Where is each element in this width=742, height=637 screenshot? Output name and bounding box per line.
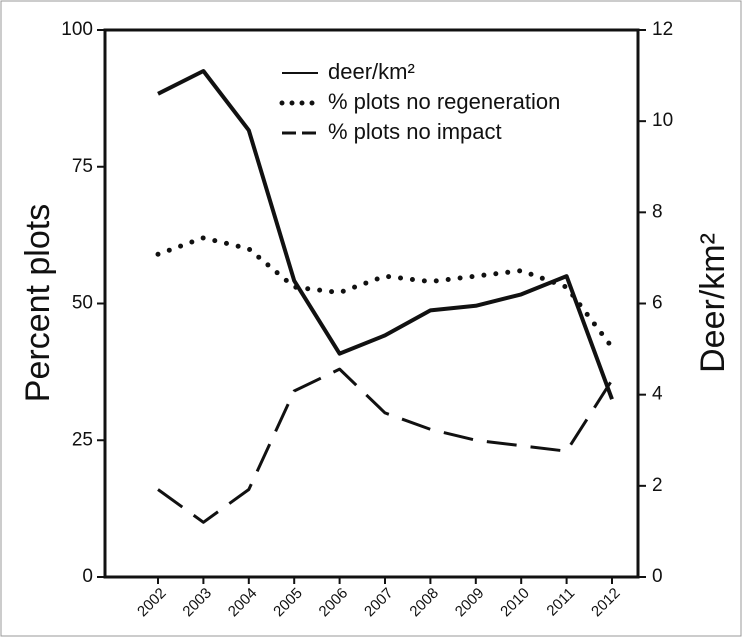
y-tick-label: 100 xyxy=(61,19,93,40)
y2-tick-label: 4 xyxy=(652,384,663,405)
y-tick-label: 50 xyxy=(72,293,93,314)
y2-tick-label: 0 xyxy=(652,566,663,587)
series-line xyxy=(157,69,614,400)
x-tick-label: 2005 xyxy=(270,585,306,621)
y2-axis-label: Deer/km² xyxy=(694,233,732,373)
y-tick-label: 75 xyxy=(72,156,93,177)
x-tick-label: 2002 xyxy=(134,585,170,621)
x-tick-label: 2010 xyxy=(497,585,533,621)
y2-tick-label: 6 xyxy=(652,293,663,314)
legend-label: % plots no regeneration xyxy=(328,89,560,114)
legend-label: deer/km² xyxy=(328,59,415,84)
x-tick-label: 2006 xyxy=(316,585,352,621)
y-tick-label: 0 xyxy=(82,566,93,587)
y2-tick-label: 8 xyxy=(652,201,663,222)
y-tick-label: 25 xyxy=(72,429,93,450)
y2-tick-label: 12 xyxy=(652,19,673,40)
x-tick-label: 2009 xyxy=(452,585,488,621)
x-tick-label: 2003 xyxy=(179,585,215,621)
y2-tick-label: 2 xyxy=(652,475,663,496)
y2-tick-label: 10 xyxy=(652,110,673,131)
series-line xyxy=(155,235,615,350)
x-tick-label: 2008 xyxy=(406,585,442,621)
x-tick-label: 2011 xyxy=(543,585,578,620)
legend-label: % plots no impact xyxy=(328,119,502,144)
x-tick-label: 2012 xyxy=(588,585,624,621)
x-tick-label: 2004 xyxy=(225,585,261,621)
series-line xyxy=(157,367,614,524)
y-axis-label: Percent plots xyxy=(19,204,57,402)
x-tick-label: 2007 xyxy=(361,585,397,621)
